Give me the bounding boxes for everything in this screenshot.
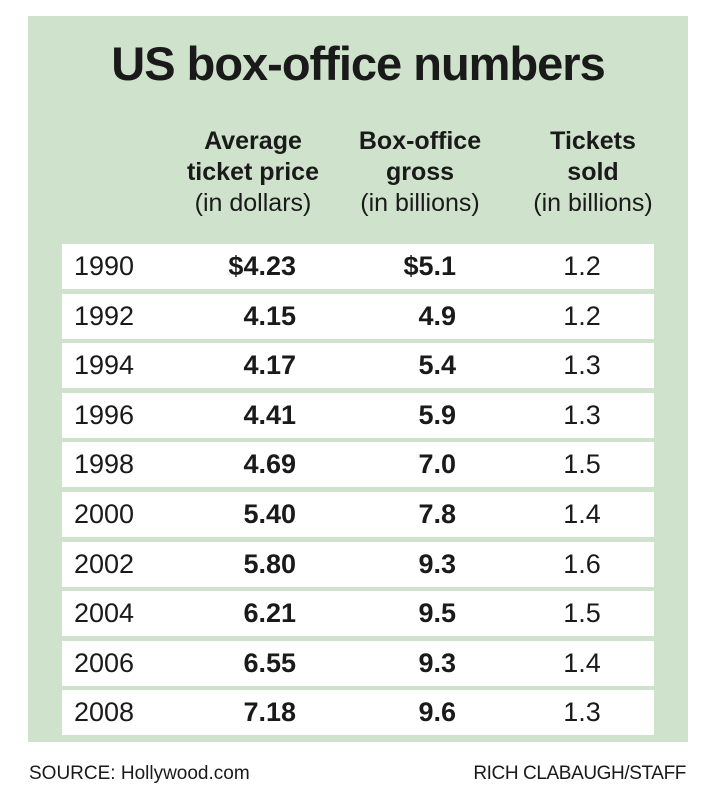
header-tickets-sold-units: (in billions) [533,189,653,217]
cell-ticket-price: 7.18 [243,697,296,728]
header-box-office-gross: Box-office gross (in billions) [340,126,500,219]
cell-box-office-gross: 5.9 [418,399,456,430]
cell-tickets-sold: 1.2 [563,251,601,281]
cell-tickets-sold: 1.4 [563,647,601,678]
cell-ticket-price: 6.21 [243,598,296,629]
cell-year: 2004 [74,598,135,629]
cell-box-office-gross: 9.3 [418,647,456,678]
cell-tickets-sold: 1.4 [563,499,601,529]
header-tickets-sold-line2: sold [567,158,619,186]
cell-box-office-gross: 7.0 [418,449,456,480]
header-ticket-price-units: (in dollars) [194,189,312,217]
cell-box-office-gross: $5.1 [403,251,456,281]
data-table: 1990 $4.23 $5.1 1.2 1992 4.15 4.9 1.2 1994 4.17 5.… [62,234,654,736]
cell-box-office-gross: 9.5 [418,598,456,629]
table-row: 2000 5.40 7.8 1.4 [62,492,654,537]
credit-line: RICH CLABAUGH/STAFF [473,763,686,784]
source-note: SOURCE: Hollywood.com [29,763,250,784]
cell-ticket-price: 4.41 [243,399,296,430]
table-row: 2002 5.80 9.3 1.6 [62,541,654,587]
cell-box-office-gross: 9.6 [418,697,456,728]
header-ticket-price-line1: Average [204,127,302,155]
table-row: 2006 6.55 9.3 1.4 [62,640,654,686]
cell-year: 2000 [74,499,135,529]
cell-year: 1996 [74,399,135,430]
table-row: 1990 $4.23 $5.1 1.2 [62,244,654,289]
cell-tickets-sold: 1.5 [563,598,601,629]
cell-year: 1994 [74,350,135,381]
table-row: 2008 7.18 9.6 1.3 [62,690,654,736]
cell-box-office-gross: 5.4 [418,350,456,381]
cell-tickets-sold: 1.3 [563,350,601,381]
cell-box-office-gross: 4.9 [418,300,456,331]
cell-tickets-sold: 1.3 [563,697,601,728]
header-ticket-price-line2: ticket price [186,158,319,186]
header-tickets-sold: Tickets sold (in billions) [508,126,678,219]
cell-ticket-price: 4.69 [243,449,296,480]
cell-box-office-gross: 7.8 [418,499,456,529]
cell-ticket-price: 4.17 [243,350,296,381]
cell-tickets-sold: 1.2 [563,300,601,331]
cell-year: 1990 [74,251,135,281]
header-box-office-gross-line1: Box-office [358,127,482,155]
cell-year: 1998 [74,449,135,480]
chart-title: US box-office numbers [111,37,605,90]
cell-tickets-sold: 1.6 [563,548,601,579]
header-ticket-price: Average ticket price (in dollars) [168,126,338,219]
table-row: 1998 4.69 7.0 1.5 [62,442,654,488]
cell-ticket-price: 5.40 [243,499,296,529]
table-row: 1992 4.15 4.9 1.2 [62,293,654,339]
cell-box-office-gross: 9.3 [418,548,456,579]
cell-ticket-price: 5.80 [243,548,296,579]
cell-tickets-sold: 1.5 [563,449,601,480]
cell-ticket-price: $4.23 [228,251,296,281]
header-tickets-sold-line1: Tickets [550,127,636,155]
cell-ticket-price: 6.55 [243,647,296,678]
cell-ticket-price: 4.15 [243,300,296,331]
cell-year: 2002 [74,548,135,579]
chart-panel: US box-office numbers Average ticket pri… [28,16,688,742]
table-row: 1996 4.41 5.9 1.3 [62,392,654,438]
cell-tickets-sold: 1.3 [563,399,601,430]
cell-year: 1992 [74,300,135,331]
table-row: 2004 6.21 9.5 1.5 [62,591,654,637]
cell-year: 2006 [74,647,135,678]
header-box-office-gross-units: (in billions) [360,189,480,217]
header-box-office-gross-line2: gross [385,158,455,186]
cell-year: 2008 [74,697,135,728]
table-row: 1994 4.17 5.4 1.3 [62,343,654,389]
